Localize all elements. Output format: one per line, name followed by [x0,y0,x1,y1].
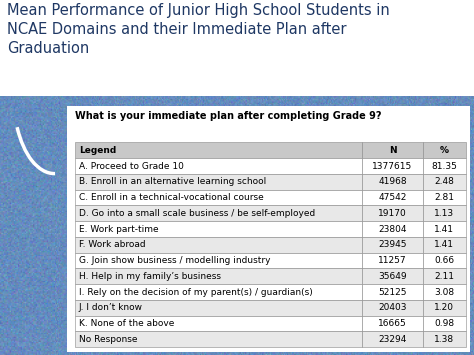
Bar [75,221,362,237]
Bar [75,158,362,174]
Text: 2.81: 2.81 [434,193,454,202]
Text: 1.41: 1.41 [434,225,454,234]
Text: 3.08: 3.08 [434,288,454,297]
Bar [75,316,362,332]
Bar [75,190,362,206]
Text: N: N [389,146,396,155]
Text: 23945: 23945 [378,240,407,249]
Bar [423,190,465,206]
Bar [362,190,423,206]
Text: D. Go into a small scale business / be self-employed: D. Go into a small scale business / be s… [79,209,315,218]
Text: Legend: Legend [79,146,116,155]
Text: 0.98: 0.98 [434,319,454,328]
Text: Mean Performance of Junior High School Students in
NCAE Domains and their Immedi: Mean Performance of Junior High School S… [7,3,390,56]
Text: H. Help in my family’s business: H. Help in my family’s business [79,272,221,281]
Bar [362,158,423,174]
Bar [362,253,423,268]
Text: 19170: 19170 [378,209,407,218]
Bar [423,206,465,221]
Bar [423,284,465,300]
Bar [362,206,423,221]
Bar [75,300,362,316]
Bar [75,237,362,253]
Bar [423,316,465,332]
Text: 20403: 20403 [378,304,407,312]
Bar [423,253,465,268]
Text: %: % [440,146,449,155]
Bar [75,253,362,268]
Text: 11257: 11257 [378,256,407,265]
Text: B. Enroll in an alternative learning school: B. Enroll in an alternative learning sch… [79,178,266,186]
Bar [75,332,362,347]
Bar [362,237,423,253]
Bar [75,284,362,300]
Bar [75,142,362,158]
Text: G. Join show business / modelling industry: G. Join show business / modelling indust… [79,256,270,265]
Text: 1.20: 1.20 [434,304,454,312]
Bar [362,332,423,347]
Bar [362,284,423,300]
Text: 1.41: 1.41 [434,240,454,249]
Bar [423,237,465,253]
Text: 0.66: 0.66 [434,256,454,265]
Bar [75,206,362,221]
Text: J. I don’t know: J. I don’t know [79,304,143,312]
Text: C. Enroll in a technical-vocational course: C. Enroll in a technical-vocational cour… [79,193,264,202]
Text: F. Work abroad: F. Work abroad [79,240,146,249]
Bar [423,142,465,158]
Text: 2.48: 2.48 [434,178,454,186]
Text: 81.35: 81.35 [431,162,457,171]
Text: 52125: 52125 [378,288,407,297]
Bar [423,268,465,284]
Bar [362,174,423,190]
Text: No Response: No Response [79,335,137,344]
Bar [362,268,423,284]
Text: A. Proceed to Grade 10: A. Proceed to Grade 10 [79,162,184,171]
Text: E. Work part-time: E. Work part-time [79,225,158,234]
Bar [423,300,465,316]
Text: 16665: 16665 [378,319,407,328]
Text: What is your immediate plan after completing Grade 9?: What is your immediate plan after comple… [75,111,382,121]
Text: K. None of the above: K. None of the above [79,319,174,328]
Bar [423,174,465,190]
Text: 1377615: 1377615 [373,162,412,171]
Text: 1.38: 1.38 [434,335,454,344]
Text: 41968: 41968 [378,178,407,186]
Bar [75,268,362,284]
Bar [75,174,362,190]
Text: 23294: 23294 [378,335,407,344]
Bar [362,221,423,237]
Bar [423,158,465,174]
Bar [362,300,423,316]
Text: 23804: 23804 [378,225,407,234]
Bar [423,221,465,237]
Bar [362,142,423,158]
Bar [423,332,465,347]
Text: I. Rely on the decision of my parent(s) / guardian(s): I. Rely on the decision of my parent(s) … [79,288,312,297]
Text: 47542: 47542 [378,193,407,202]
Text: 35649: 35649 [378,272,407,281]
Text: 2.11: 2.11 [434,272,454,281]
Bar [362,316,423,332]
Text: 1.13: 1.13 [434,209,454,218]
